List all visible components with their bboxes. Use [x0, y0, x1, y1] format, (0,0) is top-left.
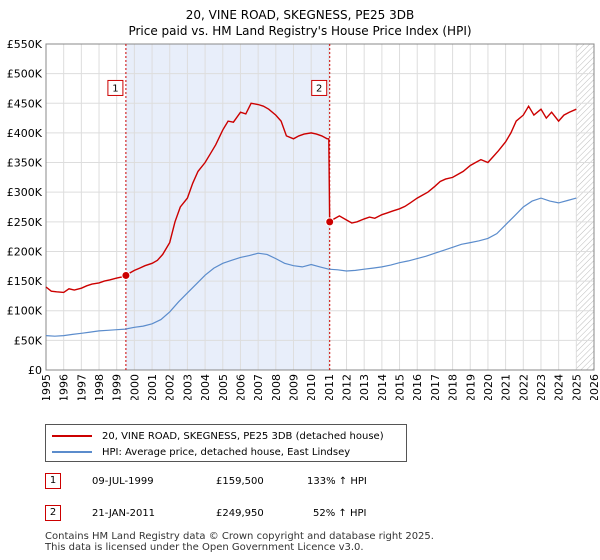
chart-title: 20, VINE ROAD, SKEGNESS, PE25 3DB — [185, 8, 415, 22]
x-tick-label: 2017 — [429, 374, 442, 400]
price-chart: £0 £50K £100K £150K £200K £250K £300K £350K £400… — [7, 38, 600, 400]
x-tick-label: 2012 — [341, 374, 354, 400]
y-tick-label: £350K — [7, 157, 43, 170]
x-tick-label: 1999 — [111, 374, 124, 400]
sale-label-box — [107, 79, 124, 96]
x-tick-label: 2006 — [234, 374, 247, 400]
x-tick-label: 2022 — [517, 374, 530, 400]
y-tick-label: £100K — [7, 305, 43, 318]
x-tick-label: 2007 — [252, 374, 265, 400]
x-tick-label: 2003 — [181, 374, 194, 400]
x-tick-label: 2021 — [500, 374, 513, 400]
x-tick-label: 1995 — [40, 374, 53, 400]
x-tick-label: 2002 — [164, 374, 177, 400]
x-tick-label: 2018 — [447, 374, 460, 400]
sale-label-number: 1 — [112, 83, 118, 94]
x-tick-label: 2014 — [376, 374, 389, 400]
legend-swatch-property — [52, 435, 92, 437]
x-tick-label: 1997 — [75, 374, 88, 400]
x-tick-label: 2013 — [358, 374, 371, 400]
sale-point — [121, 270, 131, 280]
x-tick-label: 1998 — [93, 374, 106, 400]
x-tick-label: 2024 — [553, 374, 566, 400]
sale-price: £159,500 — [216, 476, 264, 487]
sale-date: 21-JAN-2011 — [92, 508, 156, 519]
footer-licence: This data is licensed under the Open Gov… — [45, 542, 364, 553]
x-tick-label: 2009 — [287, 374, 300, 400]
footer-copyright: Contains HM Land Registry data © Crown c… — [45, 531, 434, 542]
y-tick-label: £200K — [7, 245, 43, 258]
ownership-period-band — [125, 44, 330, 370]
y-tick-label: £150K — [7, 275, 43, 288]
x-tick-label: 2023 — [535, 374, 548, 400]
sale-label-number: 2 — [316, 83, 322, 94]
sale-date: 09-JUL-1999 — [92, 476, 154, 487]
x-tick-label: 2026 — [588, 374, 600, 400]
chart-subtitle: Price paid vs. HM Land Registry's House … — [128, 24, 472, 38]
y-tick-label: £300K — [7, 186, 43, 199]
legend-swatch-hpi — [52, 451, 92, 453]
y-tick-label: £450K — [7, 97, 43, 110]
x-tick-label: 1996 — [58, 374, 71, 400]
legend-label-hpi: HPI: Average price, detached house, East… — [102, 446, 351, 458]
x-tick-label: 2011 — [323, 374, 336, 400]
y-tick-label: £400K — [7, 127, 43, 140]
x-tick-label: 2016 — [411, 374, 424, 400]
x-tick-label: 2010 — [305, 374, 318, 400]
hpi-line — [45, 197, 577, 337]
sale-hpi-change: 133% ↑ HPI — [307, 476, 367, 487]
sale-marker-badge: 2 — [45, 505, 61, 521]
sale-price: £249,950 — [216, 508, 264, 519]
legend-item-hpi: HPI: Average price, detached house, East… — [52, 444, 350, 460]
x-tick-label: 2025 — [570, 374, 583, 400]
y-tick-label: £550K — [7, 38, 43, 51]
sale-point — [325, 217, 335, 227]
sale-marker-badge: 1 — [45, 473, 61, 489]
x-tick-label: 2008 — [270, 374, 283, 400]
y-tick-label: £0 — [28, 364, 42, 377]
x-tick-label: 2005 — [217, 374, 230, 400]
y-tick-label: £50K — [14, 334, 43, 347]
legend-label-property: 20, VINE ROAD, SKEGNESS, PE25 3DB (detac… — [102, 430, 384, 442]
x-tick-label: 2001 — [146, 374, 159, 400]
x-tick-label: 2000 — [128, 374, 141, 400]
y-tick-label: £500K — [7, 68, 43, 81]
forecast-hatch-region — [576, 44, 594, 370]
sale-label-box — [311, 79, 328, 96]
chart-legend: 20, VINE ROAD, SKEGNESS, PE25 3DB (detac… — [45, 424, 407, 462]
legend-item-property: 20, VINE ROAD, SKEGNESS, PE25 3DB (detac… — [52, 428, 384, 444]
x-tick-label: 2020 — [482, 374, 495, 400]
x-tick-label: 2019 — [464, 374, 477, 400]
sale-hpi-change: 52% ↑ HPI — [313, 508, 367, 519]
x-tick-label: 2004 — [199, 374, 212, 400]
plot-frame — [45, 43, 595, 371]
x-tick-label: 2015 — [394, 374, 407, 400]
property-price-line — [45, 102, 577, 294]
y-tick-label: £250K — [7, 216, 43, 229]
